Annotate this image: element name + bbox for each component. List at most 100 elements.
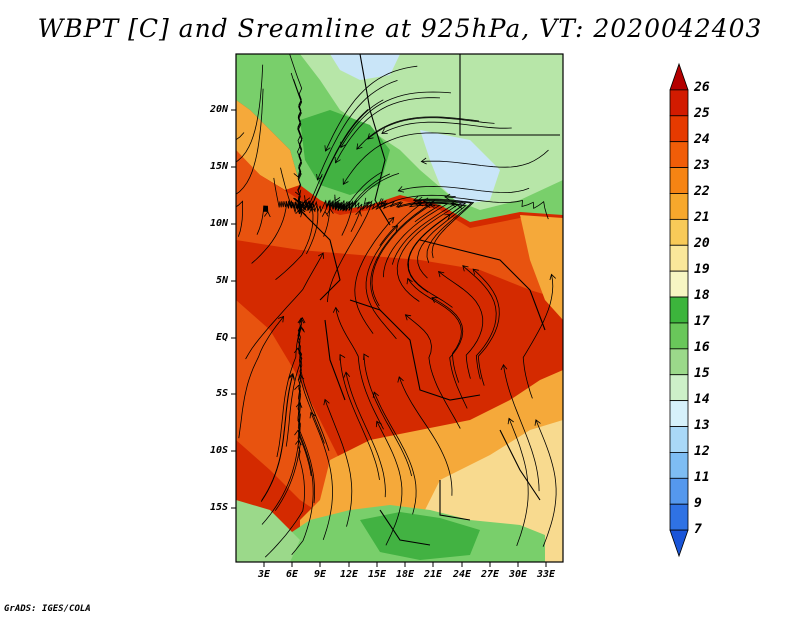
field-sw-green <box>236 500 300 562</box>
streamline-arrow <box>355 209 362 217</box>
streamline <box>373 391 417 515</box>
streamline-arrow <box>327 208 334 215</box>
lat-label-eq: EQ <box>215 332 228 343</box>
chart-title: WBPT [C] and Sreamline at 925hPa, VT: 20… <box>37 14 763 43</box>
streamline-arrow <box>397 376 404 383</box>
streamline-arrow <box>334 194 341 202</box>
streamline-arrow <box>163 178 169 184</box>
lon-label-21e: 21E <box>423 569 443 580</box>
streamline <box>310 412 333 541</box>
streamline-arrow <box>406 277 413 285</box>
streamline <box>260 374 294 502</box>
streamline <box>407 278 462 383</box>
streamline <box>354 217 395 334</box>
streamline-arrow <box>316 173 323 181</box>
colorbar-label-26: 26 <box>694 80 710 95</box>
streamline <box>371 204 433 307</box>
streamline-arrow <box>391 225 399 232</box>
streamline <box>396 204 458 302</box>
colorbar-label-24: 24 <box>694 132 710 147</box>
streamline-arrow <box>294 196 301 204</box>
streamline-arrow <box>356 143 363 150</box>
streamline-arrow <box>507 417 514 425</box>
streamline-arrow <box>324 145 331 152</box>
streamline-arrow <box>397 186 405 193</box>
streamline <box>236 200 243 237</box>
streamline <box>256 205 269 235</box>
streamline-arrow <box>379 198 387 205</box>
streamline-arrow <box>309 411 316 419</box>
streamline <box>236 64 264 163</box>
streamline <box>356 116 480 150</box>
streamline-arrow <box>412 196 420 203</box>
colorbar-label-19: 19 <box>694 262 710 277</box>
streamline <box>339 354 380 480</box>
streamline <box>304 109 369 209</box>
country-borders <box>299 54 560 546</box>
streamline <box>340 91 452 148</box>
streamline <box>290 72 303 196</box>
colorbar-label-23: 23 <box>694 158 710 173</box>
grads-credit: GrADS: IGES/COLA <box>4 604 91 614</box>
lon-label-3e: 3E <box>257 569 271 580</box>
streamline <box>297 348 312 476</box>
colorbar-segment <box>669 270 689 298</box>
field-warm-band <box>236 150 563 300</box>
colorbar-segment <box>669 244 689 272</box>
colorbar <box>669 62 689 558</box>
streamlines <box>163 54 557 558</box>
colorbar-segment <box>669 62 689 91</box>
colorbar-label-15: 15 <box>694 366 710 381</box>
wbpt-field <box>236 54 563 562</box>
streamline-arrow <box>263 211 271 218</box>
lat-label-10n: 10N <box>209 218 228 229</box>
streamline <box>297 374 316 504</box>
streamline-arrow <box>422 197 429 205</box>
streamline <box>276 327 302 458</box>
colorbar-segment <box>669 477 689 505</box>
streamline <box>472 268 500 386</box>
streamline <box>431 297 468 409</box>
streamline-arrow <box>388 216 395 224</box>
streamline-arrow <box>323 398 330 406</box>
streamline-arrow <box>438 270 445 278</box>
streamline-arrow <box>500 363 508 371</box>
streamline <box>291 430 314 555</box>
streamline <box>335 307 384 430</box>
streamline-arrow <box>293 171 300 178</box>
streamline <box>417 199 473 263</box>
lon-label-30e: 30E <box>508 569 528 580</box>
colorbar-label-9: 9 <box>694 496 702 511</box>
streamline-arrow <box>549 273 556 281</box>
streamline-arrow <box>332 306 340 313</box>
streamline <box>522 274 554 399</box>
streamline-arrow <box>372 391 379 398</box>
field-west-warm <box>236 300 350 520</box>
streamline-arrow <box>367 133 374 140</box>
streamline <box>413 198 475 259</box>
field-north-blue2 <box>330 54 400 80</box>
field-nw-orange <box>236 100 300 190</box>
colorbar-label-11: 11 <box>694 470 710 485</box>
streamline <box>236 132 245 141</box>
lon-label-24e: 24E <box>452 569 472 580</box>
colorbar-segment <box>669 141 689 168</box>
colorbar-segment <box>669 89 689 117</box>
colorbar-segment <box>669 503 689 531</box>
streamline <box>405 314 461 429</box>
streamline-arrow <box>431 297 438 303</box>
lat-label-15n: 15N <box>209 161 228 172</box>
streamline <box>317 80 398 180</box>
field-south-darkgreen <box>360 512 480 560</box>
streamline <box>365 225 398 340</box>
field-north-blue <box>420 130 500 205</box>
colorbar-segment <box>669 115 689 143</box>
streamline <box>285 318 303 447</box>
streamline <box>238 316 284 439</box>
lon-label-12e: 12E <box>339 569 359 580</box>
lat-label-20n: 20N <box>209 104 228 115</box>
streamline-arrow <box>444 193 451 201</box>
streamline <box>391 201 457 265</box>
streamline <box>407 214 453 308</box>
streamline <box>273 177 303 214</box>
